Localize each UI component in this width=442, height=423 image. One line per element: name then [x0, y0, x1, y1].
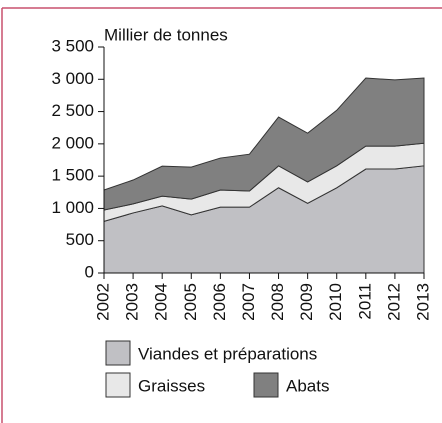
y-tick-label: 1 000 — [51, 198, 94, 217]
y-tick-label: 500 — [66, 230, 94, 249]
x-tick-label: 2008 — [268, 283, 287, 321]
y-axis-label: Millier de tonnes — [104, 25, 228, 44]
y-tick-label: 0 — [85, 262, 94, 281]
legend-label: Abats — [286, 376, 329, 395]
legend-swatch — [105, 340, 131, 366]
x-tick-label: 2013 — [413, 283, 432, 321]
legend-label: Graisses — [138, 376, 205, 395]
x-tick-label: 2003 — [123, 283, 142, 321]
x-tick-label: 2007 — [239, 283, 258, 321]
y-tick-label: 2 000 — [51, 133, 94, 152]
x-tick-label: 2005 — [181, 283, 200, 321]
legend-swatch — [253, 372, 279, 398]
x-tick-label: 2011 — [355, 283, 374, 320]
area — [103, 77, 425, 211]
x-tick-label: 2004 — [152, 283, 171, 321]
x-tick-label: 2012 — [384, 283, 403, 321]
legend-label: Viandes et préparations — [138, 344, 317, 363]
y-tick-label: 3 500 — [51, 36, 94, 55]
x-tick-label: 2010 — [326, 283, 345, 321]
x-tick-label: 2009 — [297, 283, 316, 321]
legend-swatch — [105, 372, 131, 398]
y-tick-label: 2 500 — [51, 101, 94, 120]
y-tick-label: 1 500 — [51, 166, 94, 185]
x-tick-label: 2006 — [210, 283, 229, 321]
y-tick-label: 3 000 — [51, 69, 94, 88]
x-tick-label: 2002 — [93, 283, 112, 321]
